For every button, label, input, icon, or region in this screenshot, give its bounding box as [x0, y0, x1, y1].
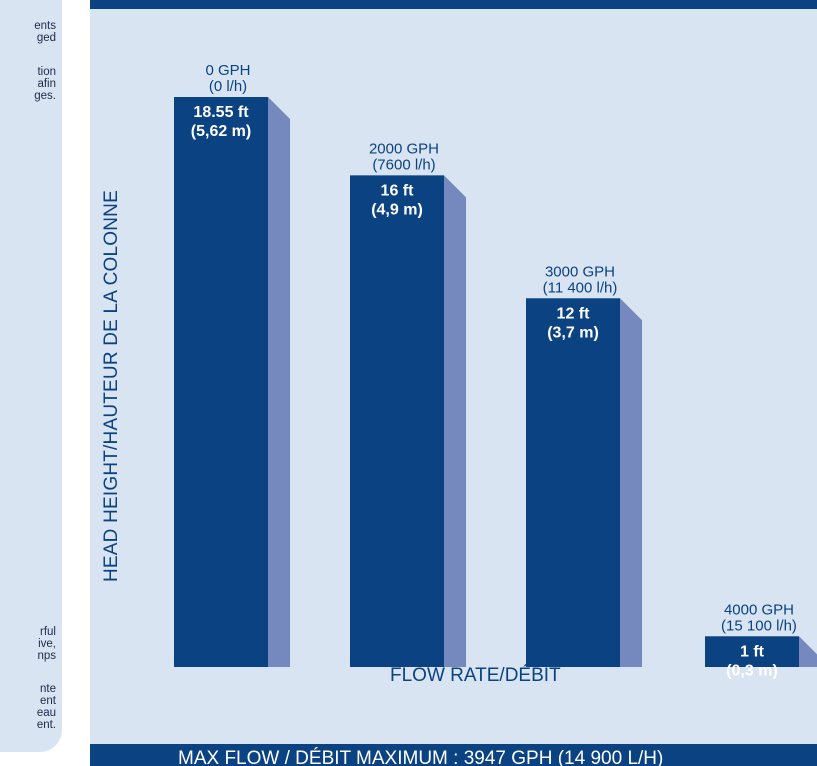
left-text-fragment: ive,: [38, 638, 56, 650]
top-header-band: [90, 0, 817, 9]
bar: [526, 298, 620, 667]
bar-value-label: 12 ft: [557, 305, 591, 322]
left-text-fragment: rful: [40, 626, 56, 638]
bar-category-label: 2000 GPH: [369, 140, 439, 157]
bar-category-sublabel: (15 100 l/h): [721, 617, 797, 634]
bar: [350, 175, 444, 668]
left-text-fragment: ent.: [36, 719, 56, 731]
left-text-fragment: ges.: [34, 90, 56, 102]
bar-category-label: 0 GPH: [205, 62, 250, 79]
bar-side: [620, 298, 642, 667]
bar-value-sublabel: (0,3 m): [726, 662, 778, 679]
bar-value-label: 16 ft: [381, 182, 415, 199]
bar-category-sublabel: (0 l/h): [209, 78, 247, 95]
left-text-fragment: nte: [40, 683, 56, 695]
max-flow-footer: MAX FLOW / DÉBIT MAXIMUM : 3947 GPH (14 …: [90, 744, 817, 766]
pump-performance-chart: 18.55 ft (5,62 m) 0 GPH (0 l/h) 16 ft (4,9 m)…: [90, 0, 817, 766]
bar-value-label: 18.55 ft: [193, 104, 249, 121]
x-axis-label: FLOW RATE/DÉBIT: [390, 665, 561, 686]
bar-side: [444, 175, 466, 668]
bar-category-sublabel: (11 400 l/h): [543, 279, 618, 296]
left-text-fragment: tion: [37, 66, 56, 78]
bar: [705, 636, 799, 667]
left-text-fragment: ents: [34, 20, 56, 32]
bar: [174, 97, 268, 667]
bar-value-sublabel: (3,7 m): [547, 324, 599, 341]
bar-category-sublabel: (7600 l/h): [372, 156, 435, 173]
bar-category-label: 3000 GPH: [545, 263, 615, 280]
bar-category-label: 4000 GPH: [724, 601, 794, 618]
bar-side: [799, 636, 817, 667]
bar-side: [268, 97, 290, 667]
bar-chart-svg: 18.55 ft (5,62 m) 0 GPH(0 l/h) 16 ft (4,9 m)…: [174, 62, 817, 679]
left-text-fragment: eau: [36, 707, 56, 719]
left-text-fragment: ent: [40, 695, 56, 707]
y-axis-label: HEAD HEIGHT/HAUTEUR DE LA COLONNE: [101, 190, 122, 582]
bar-value-sublabel: (5,62 m): [191, 123, 251, 140]
left-text-fragment: afin: [37, 78, 56, 90]
bar-value-label: 1 ft: [740, 643, 765, 660]
left-side-panel: ents ged tion afin ges. rful ive, nps nt…: [0, 0, 62, 752]
left-text-fragment: ged: [36, 32, 56, 44]
bar-value-sublabel: (4,9 m): [371, 201, 423, 218]
left-text-fragment: nps: [37, 650, 56, 662]
